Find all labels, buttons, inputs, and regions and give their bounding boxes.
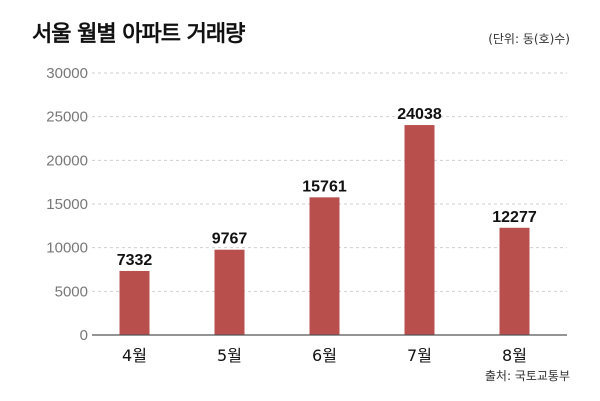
x-tick-label: 8월: [502, 346, 527, 365]
y-tick-label: 20000: [46, 152, 88, 169]
x-tick-label: 4월: [122, 346, 147, 365]
bar: [214, 249, 245, 335]
data-label: 15761: [302, 178, 347, 195]
data-label: 9767: [212, 231, 248, 248]
y-tick-label: 10000: [46, 240, 88, 257]
y-tick-label: 5000: [55, 283, 88, 300]
x-tick-label: 6월: [312, 346, 337, 365]
data-label: 12277: [492, 209, 537, 226]
bar: [499, 227, 530, 335]
bar: [119, 270, 150, 335]
unit-label: (단위: 동(호)수): [488, 32, 570, 46]
y-tick-label: 30000: [46, 65, 88, 82]
x-tick-label: 5월: [217, 346, 242, 365]
bar: [309, 197, 340, 335]
x-tick-label: 7월: [407, 346, 432, 365]
bar: [404, 125, 435, 335]
y-tick-label: 25000: [46, 109, 88, 126]
data-label: 24038: [397, 106, 442, 123]
data-label: 7332: [117, 252, 153, 269]
y-tick-label: 0: [80, 327, 88, 344]
y-tick-label: 15000: [46, 196, 88, 213]
source-label: 출처: 국토교통부: [484, 369, 570, 383]
chart-title: 서울 월별 아파트 거래량: [32, 22, 245, 47]
